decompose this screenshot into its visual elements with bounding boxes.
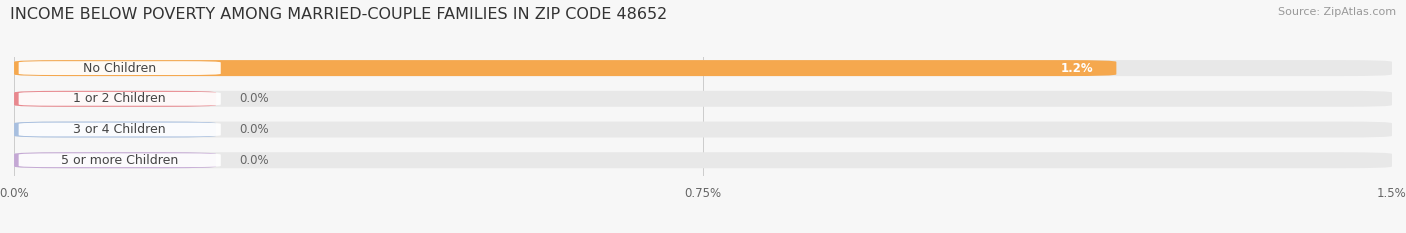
Text: 1.2%: 1.2%: [1060, 62, 1094, 75]
Text: 3 or 4 Children: 3 or 4 Children: [73, 123, 166, 136]
FancyBboxPatch shape: [18, 153, 221, 167]
FancyBboxPatch shape: [14, 122, 217, 137]
FancyBboxPatch shape: [14, 152, 1392, 168]
FancyBboxPatch shape: [14, 91, 217, 107]
FancyBboxPatch shape: [18, 123, 221, 137]
FancyBboxPatch shape: [14, 60, 1116, 76]
Text: Source: ZipAtlas.com: Source: ZipAtlas.com: [1278, 7, 1396, 17]
Text: No Children: No Children: [83, 62, 156, 75]
FancyBboxPatch shape: [14, 91, 1392, 107]
FancyBboxPatch shape: [18, 92, 221, 106]
Text: 0.0%: 0.0%: [239, 92, 269, 105]
FancyBboxPatch shape: [18, 61, 221, 75]
Text: INCOME BELOW POVERTY AMONG MARRIED-COUPLE FAMILIES IN ZIP CODE 48652: INCOME BELOW POVERTY AMONG MARRIED-COUPL…: [10, 7, 666, 22]
FancyBboxPatch shape: [14, 152, 217, 168]
Text: 5 or more Children: 5 or more Children: [60, 154, 179, 167]
Text: 0.0%: 0.0%: [239, 154, 269, 167]
Text: 1 or 2 Children: 1 or 2 Children: [73, 92, 166, 105]
FancyBboxPatch shape: [14, 60, 1392, 76]
Text: 0.0%: 0.0%: [239, 123, 269, 136]
FancyBboxPatch shape: [14, 122, 1392, 137]
